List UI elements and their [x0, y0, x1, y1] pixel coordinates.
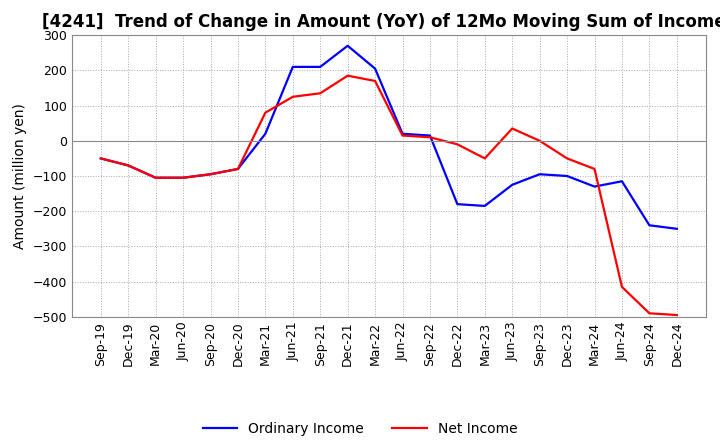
- Net Income: [398, 133, 407, 138]
- Ordinary Income: [124, 163, 132, 168]
- Net Income: [672, 312, 681, 318]
- Ordinary Income: [508, 182, 516, 187]
- Line: Ordinary Income: Ordinary Income: [101, 46, 677, 229]
- Net Income: [316, 91, 325, 96]
- Y-axis label: Amount (million yen): Amount (million yen): [13, 103, 27, 249]
- Ordinary Income: [261, 131, 270, 136]
- Net Income: [618, 284, 626, 290]
- Ordinary Income: [96, 156, 105, 161]
- Net Income: [426, 135, 434, 140]
- Net Income: [645, 311, 654, 316]
- Ordinary Income: [426, 133, 434, 138]
- Ordinary Income: [316, 64, 325, 70]
- Net Income: [536, 138, 544, 143]
- Net Income: [151, 175, 160, 180]
- Net Income: [371, 78, 379, 84]
- Net Income: [261, 110, 270, 115]
- Legend: Ordinary Income, Net Income: Ordinary Income, Net Income: [197, 417, 523, 440]
- Title: [4241]  Trend of Change in Amount (YoY) of 12Mo Moving Sum of Incomes: [4241] Trend of Change in Amount (YoY) o…: [42, 13, 720, 31]
- Ordinary Income: [398, 131, 407, 136]
- Ordinary Income: [206, 172, 215, 177]
- Ordinary Income: [371, 66, 379, 71]
- Ordinary Income: [645, 223, 654, 228]
- Net Income: [480, 156, 489, 161]
- Net Income: [233, 166, 242, 172]
- Net Income: [96, 156, 105, 161]
- Net Income: [289, 94, 297, 99]
- Ordinary Income: [289, 64, 297, 70]
- Net Income: [179, 175, 187, 180]
- Ordinary Income: [590, 184, 599, 189]
- Net Income: [343, 73, 352, 78]
- Net Income: [124, 163, 132, 168]
- Net Income: [453, 142, 462, 147]
- Ordinary Income: [672, 226, 681, 231]
- Ordinary Income: [618, 179, 626, 184]
- Ordinary Income: [480, 203, 489, 209]
- Ordinary Income: [453, 202, 462, 207]
- Ordinary Income: [563, 173, 572, 179]
- Net Income: [206, 172, 215, 177]
- Net Income: [508, 126, 516, 131]
- Ordinary Income: [343, 43, 352, 48]
- Ordinary Income: [151, 175, 160, 180]
- Ordinary Income: [536, 172, 544, 177]
- Ordinary Income: [233, 166, 242, 172]
- Net Income: [563, 156, 572, 161]
- Net Income: [590, 166, 599, 172]
- Line: Net Income: Net Income: [101, 76, 677, 315]
- Ordinary Income: [179, 175, 187, 180]
